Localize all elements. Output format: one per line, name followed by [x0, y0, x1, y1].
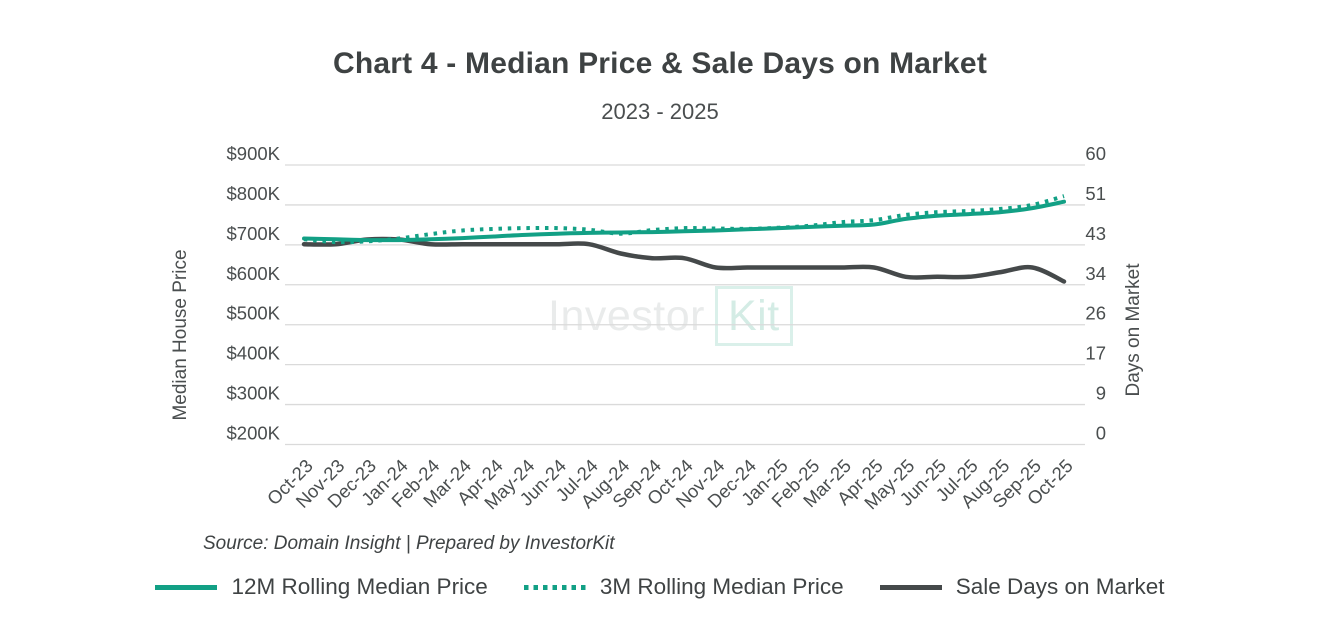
chart-subtitle: 2023 - 2025	[601, 99, 719, 124]
right-axis-tick: 9	[1096, 383, 1106, 404]
watermark: Investor Kit	[548, 286, 793, 346]
legend-label: Sale Days on Market	[955, 574, 1165, 599]
legend-label: 3M Rolling Median Price	[599, 574, 844, 599]
legend-item-1: 3M Rolling Median Price	[523, 574, 844, 600]
series-line-12m-rolling-median-price	[302, 199, 1066, 243]
right-axis-tick: 43	[1085, 223, 1106, 244]
left-axis-tick: $900K	[227, 143, 281, 164]
legend-label: 12M Rolling Median Price	[231, 574, 488, 599]
left-axis-tick: $800K	[227, 183, 281, 204]
legend-swatch-dotted-teal	[523, 584, 586, 590]
legend-item-0: 12M Rolling Median Price	[155, 574, 488, 600]
source-note: Source: Domain Insight | Prepared by Inv…	[203, 533, 615, 554]
watermark-text-investor: Investor	[548, 291, 705, 340]
left-axis-tick: $700K	[227, 223, 281, 244]
left-axis-tick: $200K	[227, 423, 281, 444]
left-axis-tick: $300K	[227, 383, 281, 404]
legend-swatch-solid-dark	[879, 584, 942, 590]
chart-title: Chart 4 - Median Price & Sale Days on Ma…	[332, 47, 988, 80]
right-axis-tick: 60	[1085, 143, 1106, 164]
legend-item-2: Sale Days on Market	[879, 574, 1165, 600]
left-axis-tick: $400K	[227, 343, 281, 364]
left-axis-tick: $600K	[227, 263, 281, 284]
right-axis-title: Days on Market	[1123, 263, 1144, 397]
right-axis-tick: 0	[1096, 423, 1106, 444]
series-line-sale-days-on-market	[301, 236, 1067, 284]
legend-swatch-solid-teal	[155, 584, 218, 590]
right-axis-tick: 26	[1085, 303, 1106, 324]
right-axis-tick: 34	[1085, 263, 1106, 284]
right-axis-tick: 51	[1085, 183, 1106, 204]
watermark-text-kit: Kit	[714, 286, 793, 346]
right-axis-tick: 17	[1085, 343, 1106, 364]
legend: 12M Rolling Median Price 3M Rolling Media…	[0, 570, 1320, 604]
series-line-3m-rolling-median-price	[303, 194, 1065, 245]
left-axis-title: Median House Price	[170, 249, 191, 420]
left-axis-tick: $500K	[227, 303, 281, 324]
